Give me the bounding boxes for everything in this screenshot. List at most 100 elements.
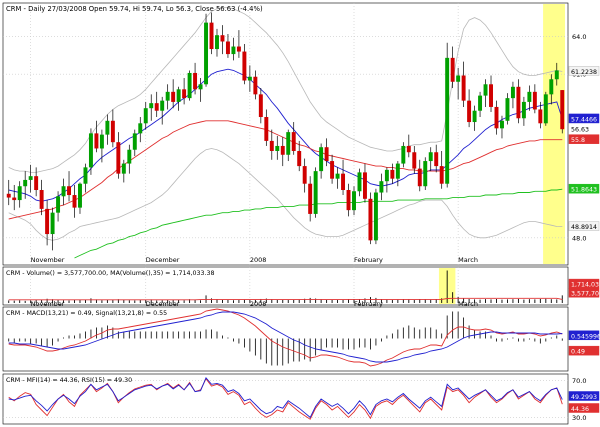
candle-body bbox=[269, 140, 274, 151]
oscillator-value-label-1: 44.36 bbox=[571, 406, 589, 413]
candle-body bbox=[302, 166, 307, 184]
candle-body bbox=[138, 123, 143, 134]
candle-body bbox=[67, 186, 71, 196]
price-value-tag-0 bbox=[568, 66, 600, 76]
price-highlight-0 bbox=[543, 4, 565, 264]
candle-body bbox=[401, 145, 406, 164]
price-value-label-4: 51.8643 bbox=[571, 187, 597, 194]
candle-body bbox=[171, 91, 176, 102]
candle-body bbox=[6, 193, 11, 198]
candle-body bbox=[110, 120, 115, 143]
candle-body bbox=[253, 76, 258, 95]
candle-body bbox=[417, 168, 422, 187]
candle-body bbox=[319, 147, 324, 172]
candle-body bbox=[395, 163, 400, 179]
candle-body bbox=[505, 98, 510, 121]
candle-body bbox=[489, 84, 493, 107]
candle-body bbox=[313, 171, 318, 214]
candle-body bbox=[220, 35, 225, 42]
candle-body bbox=[56, 196, 61, 213]
candle-body bbox=[467, 100, 472, 123]
candle-body bbox=[494, 106, 499, 129]
volume-value-tag-1 bbox=[568, 287, 600, 298]
oscillator-panel-title: CRM - MFI(14) = 44.36, RSI(15) = 49.30 bbox=[6, 377, 132, 384]
candle-body bbox=[88, 133, 93, 168]
panel-frame-2 bbox=[2, 306, 569, 372]
candle-body bbox=[39, 190, 44, 209]
candle-body bbox=[72, 195, 77, 208]
candle-body bbox=[439, 166, 444, 184]
candle-body bbox=[478, 95, 483, 111]
volume-x-label-4: March bbox=[458, 300, 478, 308]
volume-x-label-2: 2008 bbox=[250, 300, 267, 308]
oscillator-series-line-0 bbox=[8, 377, 563, 420]
price-value-label-5: 48.8914 bbox=[571, 224, 597, 231]
price-value-tag-2 bbox=[568, 123, 600, 134]
candle-body bbox=[127, 149, 132, 164]
price-x-label-0: November bbox=[31, 256, 65, 264]
price-y-tick-label-2: 48.0 bbox=[572, 234, 586, 242]
candle-body bbox=[335, 173, 340, 179]
oscillator-value-tag-0 bbox=[568, 391, 600, 401]
moving-average-line-1 bbox=[8, 120, 563, 220]
candle-body bbox=[275, 145, 280, 151]
price-x-label-3: February bbox=[354, 256, 383, 264]
candle-body bbox=[209, 22, 214, 50]
candle-body bbox=[352, 191, 356, 211]
candle-body bbox=[99, 134, 104, 149]
candle-body bbox=[560, 90, 565, 130]
price-x-label-1: December bbox=[146, 256, 180, 264]
price-panel-title: CRM - Daily 27/03/2008 Open 59.74, Hi 59… bbox=[6, 5, 263, 13]
candle-body bbox=[390, 169, 395, 179]
candle-body bbox=[516, 86, 521, 119]
candle-body bbox=[23, 179, 28, 187]
candle-body bbox=[445, 57, 450, 184]
macd-value-label-1: 0.49 bbox=[571, 349, 585, 356]
candle-body bbox=[247, 76, 252, 81]
candle-body bbox=[231, 46, 236, 55]
candle-body bbox=[510, 86, 515, 99]
volume-panel-title: CRM - Volume() = 3,577,700.00, MA(Volume… bbox=[6, 270, 215, 277]
candle-body bbox=[406, 145, 411, 153]
candle-body bbox=[50, 212, 55, 235]
candle-body bbox=[308, 183, 313, 214]
candle-body bbox=[264, 117, 269, 141]
candle-body bbox=[83, 167, 88, 184]
candle-body bbox=[149, 103, 154, 109]
macd-panel-title: CRM - MACD(13,21) = 0.49, Signal(13,21,8… bbox=[6, 310, 167, 317]
candle-body bbox=[324, 147, 329, 162]
candle-body bbox=[456, 75, 461, 82]
oscillator-value-label-0: 49.2993 bbox=[571, 394, 597, 401]
oscillator-value-tag-1 bbox=[568, 403, 600, 413]
candle-body bbox=[165, 91, 170, 101]
candle-body bbox=[116, 142, 121, 174]
price-x-label-4: March bbox=[458, 256, 478, 264]
candle-body bbox=[549, 79, 554, 95]
candle-body bbox=[521, 101, 526, 119]
panel-frame-3 bbox=[2, 373, 569, 425]
candle-body bbox=[330, 161, 335, 179]
candle-body bbox=[362, 172, 367, 199]
macd-series-line-0 bbox=[8, 308, 563, 367]
bollinger-lower-line bbox=[8, 148, 563, 241]
candle-body bbox=[204, 22, 209, 85]
candle-body bbox=[450, 57, 455, 82]
candle-body bbox=[242, 51, 247, 81]
candle-body bbox=[182, 89, 187, 99]
candle-body bbox=[472, 110, 477, 123]
candle-body bbox=[554, 70, 559, 80]
oscillator-y-tick-label-1: 30.0 bbox=[572, 414, 586, 422]
candle-body bbox=[105, 120, 110, 135]
price-value-label-3: 55.8 bbox=[571, 137, 585, 144]
candle-body bbox=[527, 91, 532, 102]
candle-body bbox=[225, 41, 230, 55]
candle-body bbox=[258, 94, 263, 118]
candle-body bbox=[61, 186, 66, 197]
oscillator-y-tick-label-0: 70.0 bbox=[572, 377, 586, 385]
moving-average-line-2 bbox=[74, 188, 563, 259]
candle-body bbox=[94, 133, 99, 149]
candle-body bbox=[428, 152, 433, 162]
price-x-label-2: 2008 bbox=[250, 256, 267, 264]
candle-body bbox=[412, 152, 417, 169]
candle-body bbox=[500, 120, 504, 129]
